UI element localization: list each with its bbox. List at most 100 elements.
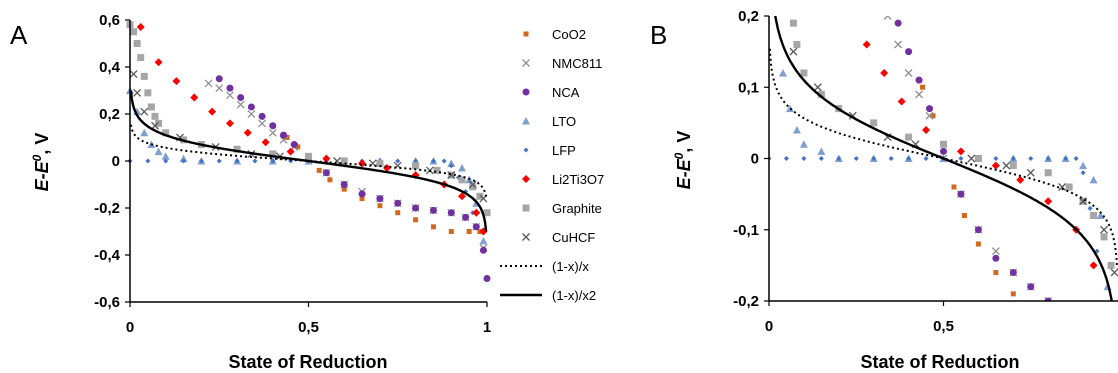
data-point bbox=[785, 104, 794, 113]
data-point bbox=[799, 140, 808, 148]
data-point bbox=[412, 162, 420, 170]
data-point bbox=[906, 156, 912, 161]
data-point bbox=[140, 107, 149, 116]
series-line bbox=[774, 16, 1113, 301]
data-point bbox=[1080, 312, 1087, 319]
ticks-a: 0,6 0,4 0,2 0 -0,2 -0,4 -0,6 0 0,5 1 bbox=[94, 12, 491, 336]
data-point bbox=[793, 41, 801, 48]
data-point bbox=[458, 192, 467, 201]
data-point bbox=[215, 75, 223, 83]
series-1xx2 bbox=[129, 90, 488, 232]
data-point bbox=[448, 163, 454, 169]
data-point bbox=[817, 90, 825, 98]
data-point bbox=[974, 155, 982, 162]
series-nmc811 bbox=[883, 16, 1087, 319]
data-point bbox=[1044, 297, 1052, 301]
data-point bbox=[358, 159, 367, 168]
data-point bbox=[226, 84, 234, 92]
data-point bbox=[801, 156, 807, 161]
data-point bbox=[1045, 156, 1051, 161]
data-point bbox=[172, 77, 181, 86]
data-point bbox=[469, 183, 477, 191]
data-point bbox=[870, 119, 878, 127]
data-point bbox=[236, 100, 245, 109]
data-point bbox=[181, 158, 187, 164]
data-point bbox=[129, 70, 138, 79]
legend-item: LFP bbox=[523, 143, 576, 158]
x-axis-title: State of Reduction bbox=[860, 352, 1019, 372]
data-point bbox=[441, 158, 447, 164]
data-point bbox=[845, 5, 853, 13]
data-point bbox=[1102, 313, 1107, 318]
x-axis-title: State of Reduction bbox=[228, 352, 387, 372]
legend-label: LTO bbox=[552, 114, 576, 129]
data-point bbox=[1016, 175, 1025, 184]
data-point bbox=[888, 156, 894, 161]
series-cuhcf bbox=[789, 47, 1118, 277]
data-point bbox=[430, 158, 436, 164]
legend-item: CoO2 bbox=[523, 27, 586, 42]
data-point bbox=[1115, 312, 1118, 319]
series-lfp bbox=[127, 158, 476, 216]
x-tick-label: 0 bbox=[126, 319, 134, 336]
data-point bbox=[813, 83, 822, 92]
data-point bbox=[145, 158, 151, 164]
data-point bbox=[1110, 268, 1118, 277]
data-point bbox=[1079, 197, 1088, 206]
data-point bbox=[992, 254, 1000, 262]
data-point bbox=[1089, 175, 1098, 184]
y-tick-label: -0,2 bbox=[94, 200, 120, 217]
legend-label: Graphite bbox=[552, 201, 602, 216]
data-point bbox=[472, 208, 481, 217]
y-tick-label: 0,4 bbox=[99, 59, 121, 76]
data-point bbox=[789, 47, 798, 56]
data-point bbox=[447, 209, 455, 217]
series-1xx2 bbox=[774, 16, 1113, 301]
data-point bbox=[818, 156, 824, 161]
data-point bbox=[1087, 205, 1093, 211]
legend-marker bbox=[523, 31, 529, 37]
data-point bbox=[130, 28, 138, 36]
data-point bbox=[1089, 261, 1098, 270]
data-point bbox=[466, 229, 472, 234]
legend-label: CoO2 bbox=[552, 27, 586, 42]
y-tick-label: 0,1 bbox=[738, 79, 759, 96]
data-point bbox=[376, 159, 384, 167]
data-point bbox=[237, 94, 245, 102]
data-point bbox=[316, 167, 322, 173]
y-tick-label: 0,6 bbox=[99, 12, 120, 29]
data-point bbox=[926, 105, 934, 113]
data-point bbox=[204, 79, 213, 88]
plot-area-a bbox=[126, 21, 491, 282]
x-tick-label: 0,5 bbox=[933, 318, 954, 335]
chart-panel-a: 0,6 0,4 0,2 0 -0,2 -0,4 -0,6 0 0,5 1 State of Red… bbox=[30, 12, 491, 372]
data-point bbox=[993, 156, 999, 161]
data-point bbox=[295, 144, 301, 150]
data-point bbox=[225, 119, 234, 128]
y-axis-title: E-E0, V bbox=[672, 131, 694, 190]
data-point bbox=[234, 158, 240, 164]
data-point bbox=[1058, 183, 1067, 191]
data-point bbox=[904, 69, 913, 77]
data-point bbox=[226, 91, 234, 100]
data-point bbox=[243, 128, 252, 137]
series-li2ti3o7 bbox=[136, 23, 488, 236]
x-tick-label: 1 bbox=[483, 319, 491, 336]
data-point bbox=[290, 141, 298, 149]
data-point bbox=[479, 236, 488, 245]
data-point bbox=[136, 23, 145, 32]
data-point bbox=[975, 241, 981, 247]
data-point bbox=[894, 19, 902, 27]
legend: CoO2 NMC811 NCA LTO LFP Li2Ti3O7 Graphite CuHCF… bbox=[500, 27, 604, 303]
series-coo2 bbox=[284, 135, 483, 234]
data-point bbox=[198, 158, 204, 164]
legend-marker bbox=[522, 59, 530, 67]
legend-label: NCA bbox=[552, 85, 580, 100]
data-point bbox=[476, 192, 484, 200]
data-point bbox=[1080, 312, 1087, 319]
series-coo2 bbox=[920, 84, 1016, 297]
series-graphite bbox=[789, 19, 1118, 319]
y-tick-label: 0 bbox=[751, 151, 759, 168]
data-point bbox=[925, 111, 934, 120]
data-point bbox=[261, 138, 270, 147]
